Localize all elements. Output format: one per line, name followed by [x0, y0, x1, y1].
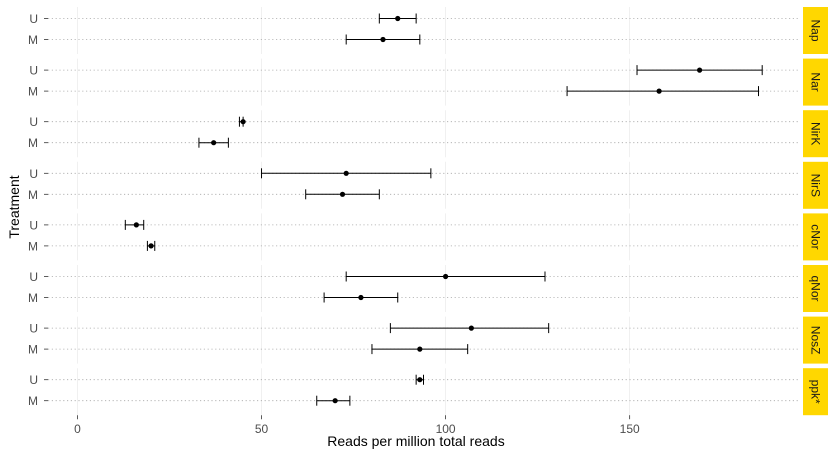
y-axis-title: Treatment [6, 175, 22, 238]
y-tick-label: U [29, 322, 38, 336]
data-point [211, 140, 217, 146]
data-point [133, 222, 139, 228]
y-tick-label: U [29, 218, 38, 232]
facet-strip [803, 265, 828, 312]
panel-nirs: NirS UM [28, 161, 828, 209]
y-tick-label: M [28, 291, 38, 305]
y-tick-label: M [28, 343, 38, 357]
y-tick-label: U [29, 270, 38, 284]
y-tick-label: U [29, 12, 38, 26]
facet-label: NosZ [809, 326, 823, 355]
data-point [417, 346, 423, 352]
y-tick-label: U [29, 64, 38, 78]
data-point [148, 243, 154, 249]
data-point [417, 377, 423, 383]
facet-label: ppk* [809, 380, 823, 404]
data-point [697, 67, 703, 73]
x-tick-label: 100 [436, 422, 456, 436]
data-point [358, 294, 364, 301]
y-tick-label: M [28, 239, 38, 253]
data-point [343, 170, 349, 176]
y-tick-label: M [28, 188, 38, 202]
panel-nar: Nar UM [28, 58, 828, 106]
data-point [240, 119, 246, 125]
x-axis: 0 50 100 150 [74, 415, 640, 436]
panel-nosz: NosZ UM [28, 316, 828, 364]
panel-nirk: NirK UM [28, 110, 828, 158]
data-point [380, 36, 386, 43]
data-point [442, 273, 449, 280]
y-tick-label: M [28, 33, 38, 47]
facet-label: cNor [809, 224, 823, 249]
y-tick-label: U [29, 115, 38, 129]
facet-label: NirS [809, 174, 823, 197]
panel-cnor: cNor UM [28, 213, 828, 261]
data-point [395, 15, 401, 22]
facet-strip [803, 161, 828, 209]
data-point [656, 88, 662, 94]
facet-strip [803, 316, 828, 364]
facet-label: Nar [809, 72, 823, 91]
x-axis-title: Reads per million total reads [327, 433, 504, 449]
x-tick-label: 0 [74, 422, 81, 436]
panel-ppk: ppk* UM [28, 368, 828, 416]
panel-qnor: qNor UM [28, 265, 828, 312]
data-point [339, 191, 346, 197]
y-tick-label: U [29, 373, 38, 387]
facet-strip [803, 7, 828, 54]
facet-label: NirK [809, 122, 823, 145]
facet-strip [803, 58, 828, 106]
y-tick-label: M [28, 136, 38, 150]
panel-nap: Nap UM [28, 7, 828, 54]
y-tick-label: M [28, 85, 38, 99]
facet-strip [803, 213, 828, 261]
data-point [332, 398, 338, 404]
x-tick-label: 50 [255, 422, 269, 436]
facet-strip [803, 110, 828, 158]
facet-strip [803, 368, 828, 416]
panels: NapUMNarUMNirKUMNirSUMcNorUMqNorUMNosZUM… [28, 7, 828, 416]
y-tick-label: U [29, 167, 38, 181]
y-tick-label: M [28, 394, 38, 408]
x-tick-label: 150 [620, 422, 640, 436]
facet-label: Nap [809, 19, 823, 41]
facet-label: qNor [809, 275, 823, 301]
data-point [468, 325, 474, 331]
